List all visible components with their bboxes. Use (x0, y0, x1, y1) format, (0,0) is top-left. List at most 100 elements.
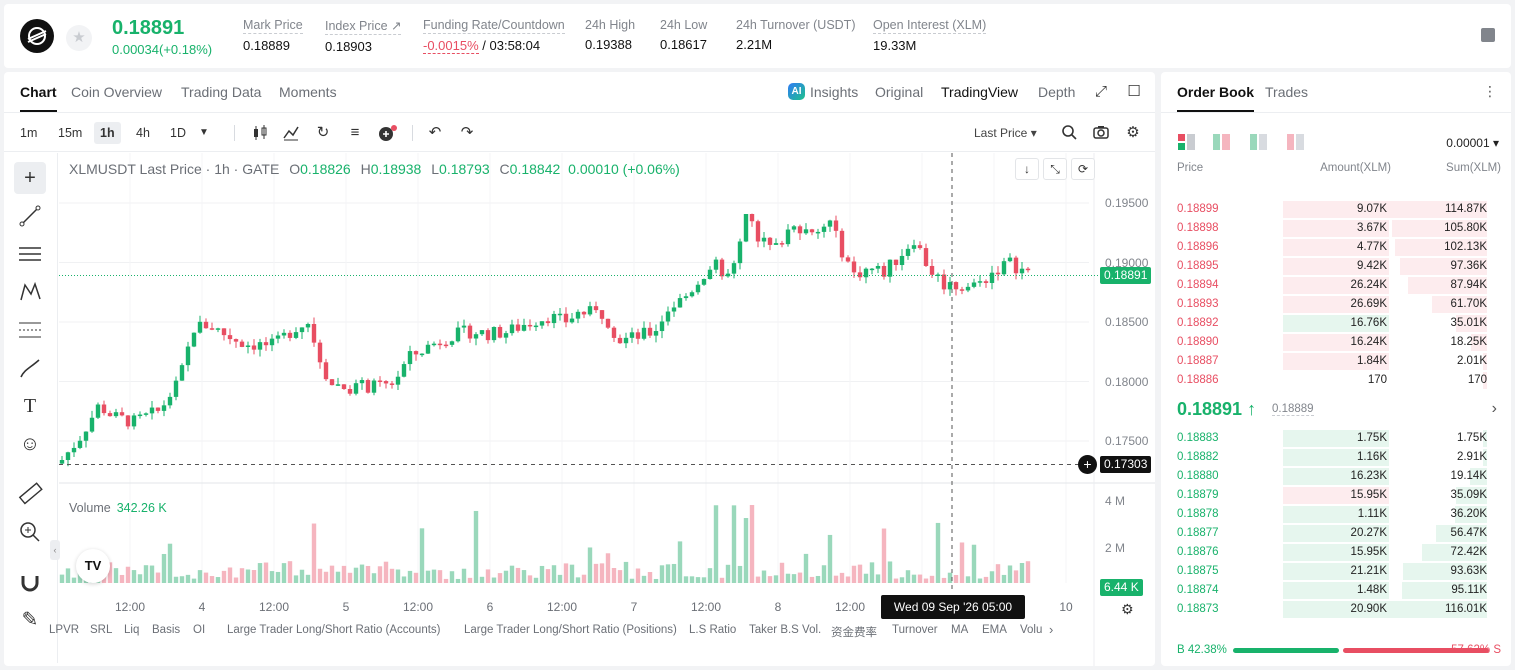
zoom-tool-icon[interactable] (14, 516, 46, 548)
emoji-tool-icon[interactable]: ☺ (19, 433, 41, 455)
indicator-item[interactable]: Turnover (892, 624, 938, 636)
timeframe-1m[interactable]: 1m (20, 126, 38, 140)
indicator-item[interactable]: LPVR (49, 624, 80, 636)
ask-row[interactable]: 0.18893 26.69K 61.70K (1161, 295, 1501, 314)
ask-row[interactable]: 0.18896 4.77K 102.13K (1161, 238, 1501, 257)
layout-both-icon[interactable] (1178, 134, 1195, 153)
brush-tool-icon[interactable] (14, 352, 46, 384)
text-tool-icon[interactable]: T (23, 395, 37, 417)
bid-row[interactable]: 0.18874 1.48K 95.11K (1161, 581, 1501, 600)
undo-icon[interactable]: ↶ (428, 124, 442, 141)
timeframe-1h[interactable]: 1h (94, 122, 121, 144)
price-type-select[interactable]: Last Price ▾ (974, 126, 1037, 140)
pencil-tool-icon[interactable]: ✎ (21, 609, 39, 631)
timeframe-4h[interactable]: 4h (136, 126, 150, 140)
bid-row[interactable]: 0.18877 20.27K 56.47K (1161, 524, 1501, 543)
trendline-tool-icon[interactable] (14, 200, 46, 232)
favorite-star-icon[interactable]: ★ (66, 25, 92, 51)
more-options-icon[interactable]: ⋮ (1483, 83, 1497, 99)
volume-bar (137, 574, 143, 583)
candle-type-icon[interactable] (251, 124, 269, 142)
bid-row[interactable]: 0.18878 1.11K 36.20K (1161, 505, 1501, 524)
time-settings-gear-icon[interactable]: ⚙ (1121, 601, 1134, 617)
camera-icon[interactable] (1092, 124, 1110, 142)
bid-row[interactable]: 0.18880 16.23K 19.14K (1161, 467, 1501, 486)
indicators-icon[interactable] (282, 124, 300, 142)
indicator-item[interactable]: OI (193, 624, 206, 636)
search-icon[interactable] (1060, 124, 1078, 142)
precision-select[interactable]: 0.00001 ▾ (1446, 136, 1499, 150)
tab-coin-overview[interactable]: Coin Overview (71, 84, 163, 100)
chevron-right-icon[interactable]: › (1491, 400, 1497, 417)
bid-row[interactable]: 0.18883 1.75K 1.75K (1161, 429, 1501, 448)
bid-row[interactable]: 0.18875 21.21K 93.63K (1161, 562, 1501, 581)
indicator-item[interactable]: Large Trader Long/Short Ratio (Accounts) (227, 624, 441, 636)
layout-bids-icon[interactable] (1250, 134, 1267, 153)
ask-row[interactable]: 0.18898 3.67K 105.80K (1161, 219, 1501, 238)
volume-bar (635, 568, 641, 583)
scroll-right-icon[interactable]: › (1049, 622, 1054, 637)
ruler-tool-icon[interactable] (14, 478, 46, 510)
bid-row[interactable]: 0.18876 15.95K 72.42K (1161, 543, 1501, 562)
indicator-item[interactable]: EMA (982, 624, 1007, 636)
indicator-item[interactable]: Taker B.S Vol. (749, 624, 822, 636)
redo-icon[interactable]: ↷ (460, 124, 474, 141)
tab-tradingview[interactable]: TradingView (941, 84, 1019, 100)
window-icon[interactable]: ☐ (1127, 83, 1141, 100)
indicator-item[interactable]: Large Trader Long/Short Ratio (Positions… (464, 624, 677, 636)
volume-bar (893, 578, 899, 583)
price-chart[interactable]: XLMUSDT Last Price · 1h · GATE O0.18826 … (59, 153, 1155, 666)
arrow-down-icon[interactable]: ↓ (1015, 158, 1039, 180)
indicator-item[interactable]: 资金费率 (831, 627, 877, 639)
layout-asks-icon[interactable] (1213, 134, 1230, 153)
bid-row[interactable]: 0.18879 15.95K 35.09K (1161, 486, 1501, 505)
indicator-item[interactable]: Volu (1020, 624, 1043, 636)
timeframe-1d[interactable]: 1D (170, 126, 186, 140)
timeframe-dropdown-icon[interactable]: ▼ (199, 127, 209, 138)
indicator-item[interactable]: Basis (152, 624, 181, 636)
tab-chart[interactable]: Chart (20, 84, 57, 112)
add-order-icon[interactable]: + (1078, 455, 1097, 474)
stat-open-interest[interactable]: Open Interest (XLM) 19.33M (873, 18, 987, 53)
ask-row[interactable]: 0.18886 170 170 (1161, 371, 1501, 390)
horizontal-lines-tool-icon[interactable] (14, 238, 46, 270)
tab-trading-data[interactable]: Trading Data (181, 84, 262, 100)
stat-mark-price[interactable]: Mark Price 0.18889 (243, 18, 303, 53)
timeframe-15m[interactable]: 15m (58, 126, 83, 140)
magnet-tool-icon[interactable] (14, 566, 46, 598)
ask-row[interactable]: 0.18899 9.07K 114.87K (1161, 200, 1501, 219)
ask-row[interactable]: 0.18887 1.84K 2.01K (1161, 352, 1501, 371)
reset-view-icon[interactable]: ⟳ (1071, 158, 1095, 180)
bid-row[interactable]: 0.18882 1.16K 2.91K (1161, 448, 1501, 467)
stat-index-price[interactable]: Index Price ↗ 0.18903 (325, 19, 402, 54)
tab-depth[interactable]: Depth (1038, 84, 1076, 100)
collapse-toolbar-icon[interactable]: ‹ (50, 540, 60, 560)
tab-original[interactable]: Original (875, 84, 924, 100)
tab-trades[interactable]: Trades (1265, 84, 1309, 100)
ask-row[interactable]: 0.18895 9.42K 97.36K (1161, 257, 1501, 276)
refresh-icon[interactable]: ↻ (316, 124, 330, 141)
bid-row[interactable]: 0.18873 20.90K 116.01K (1161, 600, 1501, 619)
stat-funding-rate[interactable]: Funding Rate/Countdown -0.0015% / 03:58:… (423, 18, 565, 54)
crosshair-tool-icon[interactable]: + (14, 162, 46, 194)
fib-tool-icon[interactable] (14, 314, 46, 346)
indicator-item[interactable]: MA (951, 624, 969, 636)
add-alert-icon[interactable] (378, 124, 397, 142)
expand-icon[interactable]: ⤢ (1094, 83, 1107, 100)
indicator-item[interactable]: L.S Ratio (689, 624, 737, 636)
layout-sells-icon[interactable] (1287, 134, 1304, 153)
templates-icon[interactable]: ≡ (350, 124, 360, 141)
tab-order-book[interactable]: Order Book (1177, 84, 1255, 112)
book-icon[interactable] (1481, 28, 1495, 42)
candlestick-chart[interactable] (59, 153, 1155, 666)
indicator-item[interactable]: SRL (90, 624, 113, 636)
shrink-icon[interactable]: ⤡ (1043, 158, 1067, 180)
indicator-item[interactable]: Liq (124, 624, 140, 636)
tab-insights[interactable]: Insights (810, 84, 859, 100)
tab-moments[interactable]: Moments (279, 84, 337, 100)
ask-row[interactable]: 0.18890 16.24K 18.25K (1161, 333, 1501, 352)
settings-gear-icon[interactable]: ⚙ (1126, 124, 1140, 141)
ask-row[interactable]: 0.18894 26.24K 87.94K (1161, 276, 1501, 295)
ask-row[interactable]: 0.18892 16.76K 35.01K (1161, 314, 1501, 333)
pattern-tool-icon[interactable] (14, 276, 46, 308)
